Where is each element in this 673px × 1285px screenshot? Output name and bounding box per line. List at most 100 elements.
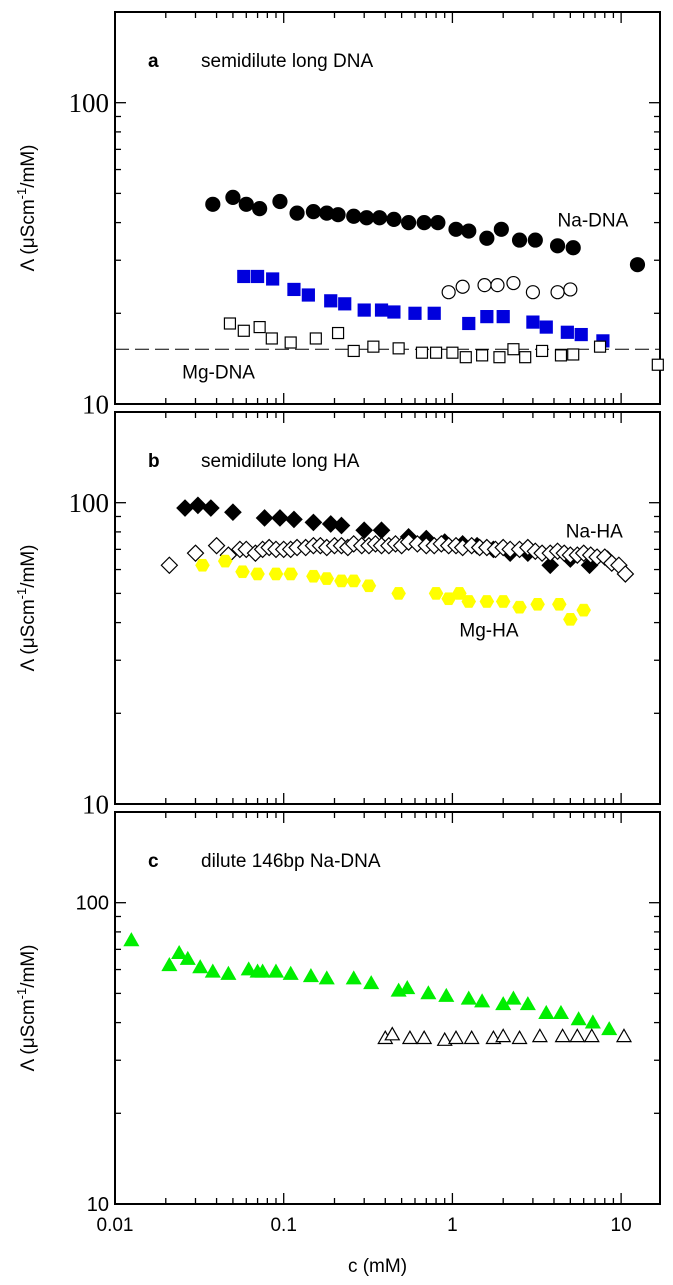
data-point	[346, 208, 362, 224]
data-point	[374, 303, 389, 317]
data-point	[511, 1030, 528, 1045]
data-point	[519, 351, 532, 364]
data-point	[309, 332, 322, 345]
data-point	[363, 975, 380, 990]
y-axis-label-sup: -1	[14, 588, 29, 600]
data-point	[186, 544, 205, 563]
data-point	[224, 503, 242, 522]
data-point	[220, 965, 237, 980]
plot-frame	[114, 811, 661, 1205]
series-filled-circle	[205, 189, 646, 273]
data-point	[554, 1028, 571, 1043]
data-point	[204, 963, 221, 978]
data-point	[324, 294, 338, 308]
data-point	[347, 344, 360, 358]
data-point	[361, 579, 377, 593]
data-point	[479, 595, 495, 608]
data-point	[338, 297, 352, 311]
data-point	[479, 230, 495, 246]
series-open-triangle	[377, 1026, 633, 1046]
data-point	[268, 567, 284, 581]
data-point	[474, 993, 491, 1008]
data-point	[355, 521, 374, 540]
data-point	[463, 1030, 480, 1045]
data-point	[415, 346, 429, 359]
panel-title: dilute 146bp Na-DNA	[201, 851, 381, 872]
data-point	[569, 1028, 586, 1043]
data-point	[202, 499, 220, 517]
data-point	[287, 282, 301, 297]
y-tick-label: 10	[82, 789, 109, 819]
data-point	[265, 332, 278, 345]
data-point	[552, 1004, 570, 1019]
data-point	[651, 358, 664, 371]
data-point	[441, 285, 456, 300]
data-point	[189, 496, 207, 515]
data-point	[371, 210, 388, 226]
x-tick-label: 0.1	[270, 1215, 296, 1236]
series-filled-triangle	[123, 932, 618, 1036]
data-point	[448, 221, 464, 237]
data-point	[495, 595, 511, 608]
data-point	[237, 269, 251, 284]
data-point	[455, 279, 470, 294]
y-tick-label: 100	[76, 893, 109, 915]
data-point	[255, 509, 274, 527]
data-point	[427, 306, 441, 320]
panel-letter: b	[148, 451, 160, 472]
data-point	[416, 1030, 433, 1045]
data-point	[560, 325, 574, 339]
y-axis-label-part: Λ (μScm	[18, 199, 39, 271]
data-point	[346, 574, 362, 588]
data-point	[593, 340, 607, 353]
data-point	[496, 310, 510, 324]
data-point	[401, 214, 417, 231]
data-point	[441, 592, 456, 606]
y-axis-label: Λ (μScm-1/mM)	[14, 944, 39, 1071]
data-point	[490, 278, 505, 293]
y-axis-label-part: /mM)	[18, 144, 39, 187]
data-point	[461, 223, 477, 239]
data-point	[551, 597, 567, 611]
data-point	[238, 196, 254, 212]
data-point	[460, 990, 477, 1005]
data-point	[563, 282, 578, 297]
data-point	[462, 316, 476, 331]
data-point	[459, 351, 472, 364]
data-point	[438, 987, 455, 1002]
data-point	[629, 257, 646, 273]
y-axis-label-part: /mM)	[18, 944, 39, 987]
data-point	[161, 957, 178, 972]
data-point	[176, 499, 194, 517]
y-axis-label: Λ (μScm-1/mM)	[14, 144, 39, 271]
data-point	[583, 1028, 600, 1043]
data-point	[477, 278, 492, 293]
panel-letter: a	[148, 51, 159, 72]
data-point	[539, 320, 553, 334]
data-point	[301, 288, 315, 302]
data-point	[526, 315, 540, 329]
data-point	[237, 324, 250, 337]
data-point	[345, 970, 362, 985]
data-point	[205, 196, 221, 212]
series-annotation: Na-DNA	[558, 210, 629, 231]
x-tick-label: 1	[447, 1215, 458, 1236]
data-point	[283, 567, 298, 581]
panel-letter: c	[148, 851, 159, 872]
y-tick-label: 100	[69, 488, 110, 518]
series-filled-diamond	[176, 496, 617, 575]
series-filled-square	[237, 269, 610, 348]
data-point	[179, 950, 196, 965]
data-point	[253, 320, 266, 334]
series-annotation: Mg-HA	[459, 620, 518, 641]
data-point	[272, 193, 288, 210]
data-point	[304, 513, 323, 532]
data-point	[436, 1031, 453, 1046]
data-point	[334, 574, 349, 588]
data-point	[367, 340, 380, 353]
data-point	[506, 275, 521, 291]
data-point	[302, 968, 319, 983]
data-point	[319, 572, 335, 585]
data-point	[207, 536, 226, 555]
